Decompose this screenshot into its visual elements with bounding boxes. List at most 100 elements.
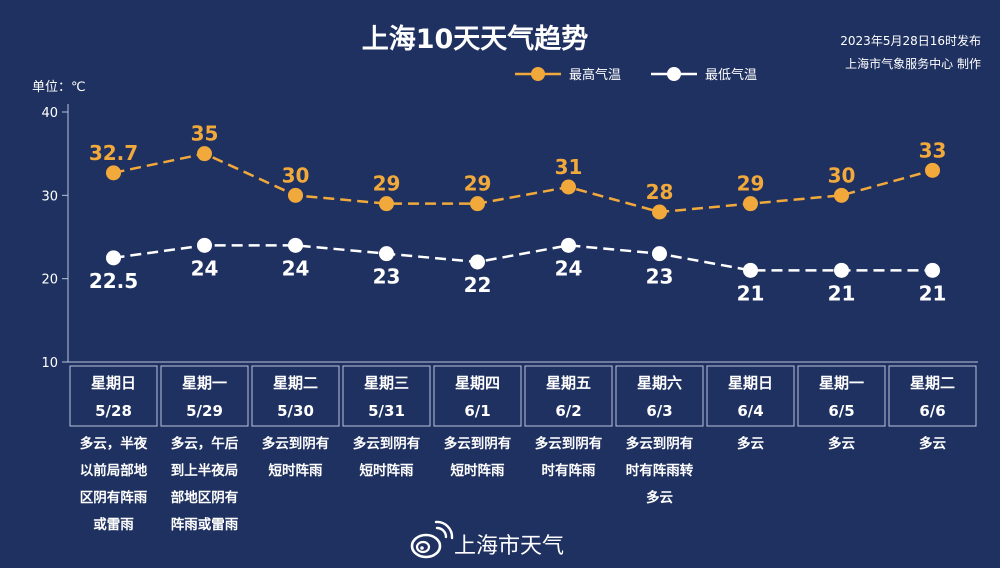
- weibo-icon: [410, 520, 454, 559]
- weather-text: 时有阵雨转: [626, 462, 694, 479]
- day-cell: [888, 365, 977, 427]
- data-label-high: 29: [373, 172, 401, 196]
- day-cell: [706, 365, 795, 427]
- data-label-high: 33: [919, 138, 947, 162]
- data-label-low: 21: [828, 281, 856, 305]
- day-cell: [69, 365, 158, 427]
- day-cell: [433, 365, 522, 427]
- data-label-high: 30: [828, 163, 856, 187]
- data-label-high: 30: [282, 163, 310, 187]
- day-cell: [797, 365, 886, 427]
- y-tick-label: 30: [41, 189, 58, 204]
- date-label: 6/4: [737, 402, 763, 420]
- date-label: 5/28: [95, 402, 132, 420]
- data-point-high: [743, 196, 758, 212]
- day-cell: [524, 365, 613, 427]
- publish-time: 2023年5月28日16时发布: [840, 33, 981, 48]
- weather-text: 多云，午后: [171, 435, 239, 452]
- data-label-high: 32.7: [89, 141, 138, 165]
- data-point-low: [470, 254, 485, 270]
- weather-text: 多云，半夜: [80, 435, 148, 452]
- weekday-label: 星期日: [91, 374, 136, 392]
- data-point-low: [106, 250, 121, 266]
- series-line-low: [113, 244, 933, 272]
- chart-title: 上海10天天气趋势: [362, 24, 589, 55]
- data-point-high: [652, 204, 667, 220]
- weather-text: 多云到阴有: [353, 435, 421, 452]
- legend-marker: [531, 67, 545, 81]
- date-label: 6/5: [828, 402, 854, 420]
- y-tick-label: 40: [41, 106, 58, 121]
- weekday-label: 星期五: [546, 374, 591, 392]
- y-tick-label: 20: [41, 273, 58, 288]
- weather-text: 短时阵雨: [269, 462, 323, 479]
- weather-text: 到上半夜局: [171, 462, 239, 479]
- data-point-low: [288, 237, 303, 253]
- data-point-high: [925, 162, 940, 178]
- data-label-high: 31: [555, 155, 583, 179]
- legend-marker: [667, 67, 681, 81]
- date-label: 6/3: [646, 402, 672, 420]
- chart-legend: 最高气温 最低气温: [515, 67, 757, 83]
- weather-text: 多云到阴有: [262, 435, 330, 452]
- weather-text: 或雷雨: [93, 516, 134, 533]
- weekday-label: 星期二: [273, 374, 318, 392]
- legend-label: 最低气温: [705, 67, 757, 83]
- weather-text: 多云: [919, 435, 947, 452]
- data-point-low: [379, 246, 394, 262]
- weather-text: 多云到阴有: [626, 435, 694, 452]
- date-label: 6/6: [919, 402, 945, 420]
- weekday-label: 星期一: [819, 374, 864, 392]
- data-label-high: 28: [646, 180, 674, 204]
- data-label-low: 24: [555, 256, 583, 280]
- producer-credit: 上海市气象服务中心 制作: [845, 56, 981, 71]
- date-label: 5/31: [368, 402, 405, 420]
- data-point-low: [197, 237, 212, 253]
- weather-text: 部地区阴有: [171, 489, 239, 506]
- chart-series: 32.7 35 30 29 29 31 28 29 30 33 22.5 24 24 23 22 24 23 21…: [89, 122, 947, 306]
- weather-text: 区阴有阵雨: [80, 489, 148, 506]
- data-point-low: [743, 262, 758, 278]
- weather-text: 时有阵雨: [542, 462, 596, 479]
- weather-text: 多云: [737, 435, 765, 452]
- y-tick-label: 10: [41, 356, 58, 371]
- legend-label: 最高气温: [569, 67, 621, 83]
- data-label-low: 23: [373, 265, 401, 289]
- data-label-low: 24: [282, 256, 310, 280]
- data-point-low: [561, 237, 576, 253]
- weekday-label: 星期四: [455, 374, 500, 392]
- weather-text: 阵雨或雷雨: [171, 516, 239, 533]
- weekday-label: 星期六: [637, 374, 682, 392]
- data-label-low: 22.5: [89, 269, 138, 293]
- data-point-high: [561, 179, 576, 195]
- weather-text: 短时阵雨: [451, 462, 505, 479]
- data-label-high: 35: [191, 122, 219, 146]
- weekday-label: 星期二: [910, 374, 955, 392]
- day-cell: [615, 365, 704, 427]
- data-point-high: [470, 196, 485, 212]
- date-label: 6/1: [464, 402, 490, 420]
- data-point-high: [379, 196, 394, 212]
- weather-text: 以前局部地: [80, 462, 148, 479]
- weekday-label: 星期一: [182, 374, 227, 392]
- series-line-high: [113, 152, 933, 214]
- data-point-low: [925, 262, 940, 278]
- data-label-low: 21: [737, 281, 765, 305]
- date-label: 5/30: [277, 402, 314, 420]
- footer-brand-text: 上海市天气: [454, 534, 564, 559]
- weekday-label: 星期日: [728, 374, 773, 392]
- data-point-low: [652, 246, 667, 262]
- data-label-low: 22: [464, 273, 492, 297]
- data-point-high: [834, 187, 849, 203]
- date-label: 5/29: [186, 402, 223, 420]
- unit-label: 单位：℃: [32, 80, 86, 95]
- data-point-high: [106, 165, 121, 181]
- chart-axes: 10 20 30 40: [41, 104, 978, 371]
- date-label: 6/2: [555, 402, 581, 420]
- day-cell: [342, 365, 431, 427]
- data-label-low: 21: [919, 281, 947, 305]
- data-label-low: 24: [191, 256, 219, 280]
- weekday-label: 星期三: [364, 374, 409, 392]
